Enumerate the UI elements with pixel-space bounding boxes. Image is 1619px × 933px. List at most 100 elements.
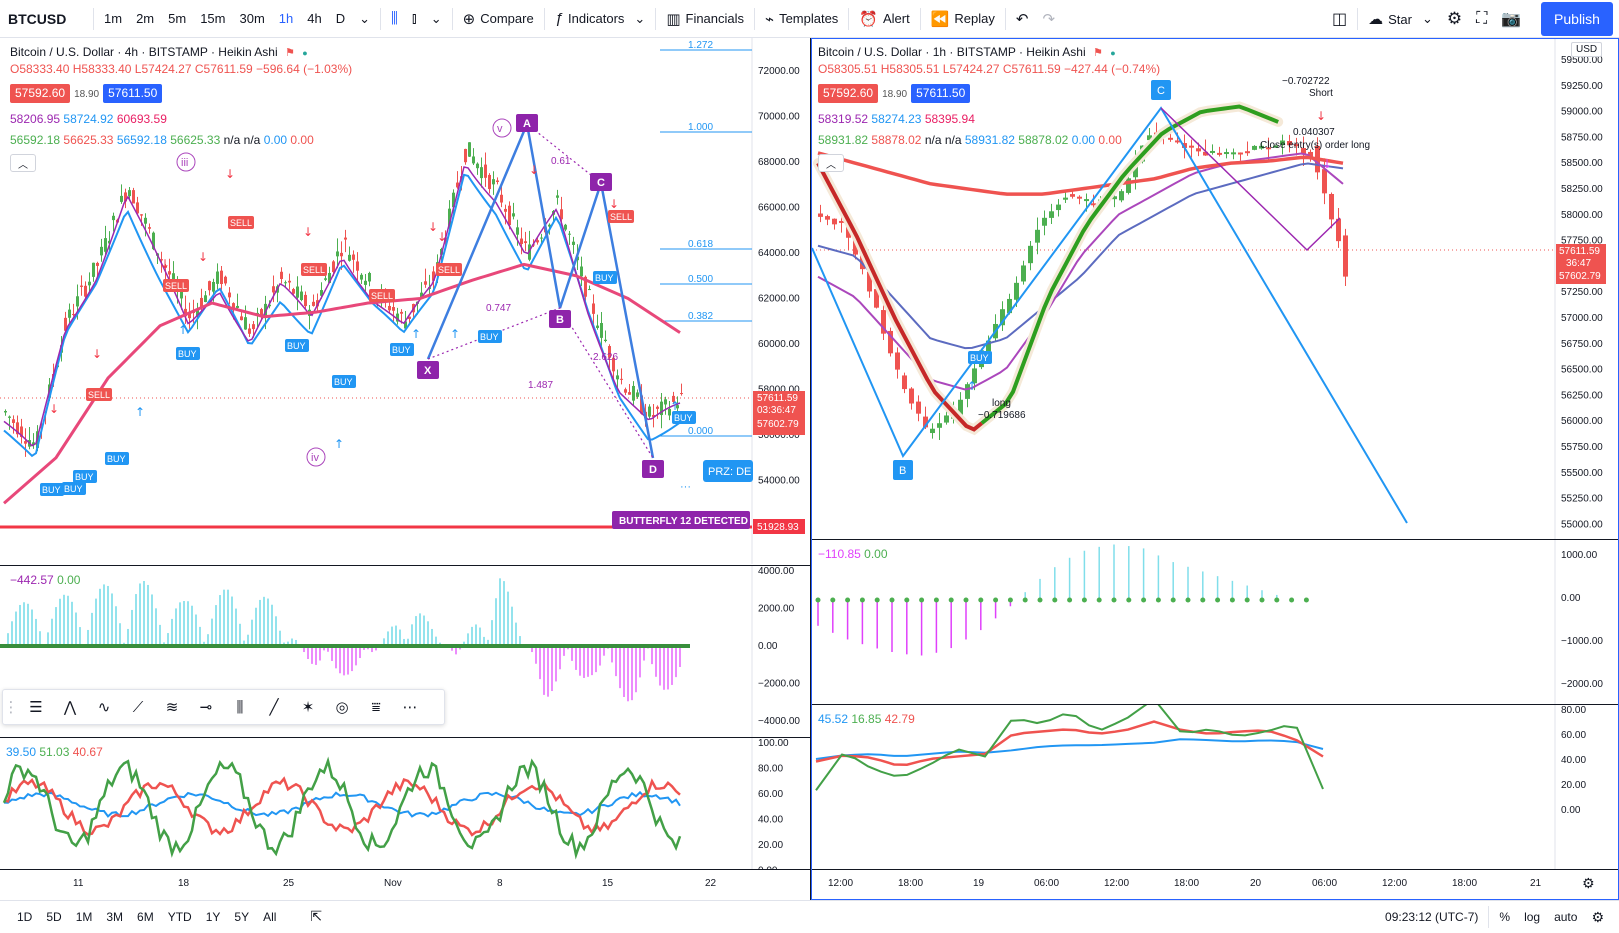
right-rsi-pane[interactable]: 80.00 60.00 40.00 20.00 0.00 — [812, 704, 1619, 869]
alarm-clock-icon: ⏰ — [859, 10, 878, 28]
range-icon[interactable]: ⫼ — [236, 698, 244, 716]
candle-body — [632, 385, 635, 401]
layout-divider[interactable] — [810, 38, 812, 900]
templates-button[interactable]: ⌁ Templates — [765, 10, 839, 28]
fib-retracement-icon[interactable]: ≋ — [165, 699, 179, 716]
interval-4h[interactable]: 4h — [307, 11, 322, 26]
percent-toggle[interactable]: % — [1499, 910, 1511, 924]
candle-body — [592, 303, 595, 314]
currency-selector[interactable]: USD — [1571, 42, 1603, 57]
xabcd-pattern-icon[interactable]: ✶ — [301, 699, 315, 716]
parallel-channel-icon[interactable]: ⩸ — [371, 698, 381, 716]
range-1D[interactable]: 1D — [17, 909, 33, 924]
pattern-point-marker — [549, 310, 571, 328]
redo-icon[interactable]: ↷ — [1042, 10, 1056, 28]
right-price-pane[interactable]: 59500.00 59250.00 59000.00 58750.00 58500.00… — [812, 38, 1619, 539]
price-tick: 55500.00 — [1561, 468, 1603, 479]
range-1M[interactable]: 1M — [75, 909, 93, 924]
interval-dropdown-chevron-icon[interactable]: ⌄ — [359, 10, 371, 26]
layout-icon[interactable]: ◫ — [1332, 11, 1348, 28]
osc-tick: −4000.00 — [758, 716, 800, 727]
trend-line-icon[interactable]: ⟋ — [132, 698, 144, 716]
price-tick: 56750.00 — [1561, 339, 1603, 350]
drag-handle-icon[interactable]: ⋮ — [3, 699, 19, 716]
ask-button[interactable]: 57611.50 — [103, 84, 163, 103]
line-tool-icon[interactable]: ╱ — [269, 699, 279, 716]
auto-toggle[interactable]: auto — [1554, 910, 1578, 924]
candle-body — [1063, 197, 1068, 200]
gear-icon[interactable]: ⚙ — [1591, 908, 1604, 925]
range-YTD[interactable]: YTD — [167, 909, 192, 924]
candle-body — [680, 393, 683, 395]
bottom-toolbar: 1D 5D 1M 3M 6M YTD 1Y 5Y All ⇱ 09:23:12 … — [0, 900, 1619, 932]
left-time-axis[interactable]: 11 18 25 Nov 8 15 22 — [0, 869, 810, 900]
symbol-search[interactable]: BTCUSD — [8, 10, 67, 27]
fib-spiral-icon[interactable]: ◎ — [335, 699, 349, 716]
interval-30m[interactable]: 30m — [239, 11, 265, 26]
sell-signal-label: SELL — [88, 390, 110, 400]
date-range-icon[interactable]: ⋯ — [402, 699, 418, 716]
ask-button[interactable]: 57611.50 — [911, 84, 971, 103]
interval-1m[interactable]: 1m — [104, 11, 123, 26]
pattern-point-label: C — [1157, 85, 1165, 97]
left-price-pane[interactable]: 72000.00 70000.00 68000.00 66000.00 64000.00… — [0, 38, 810, 564]
legend-collapse-button[interactable]: ︿ — [818, 154, 844, 172]
legend-collapse-button[interactable]: ︿ — [10, 154, 36, 172]
interval-5m[interactable]: 5m — [168, 11, 187, 26]
replay-button[interactable]: ⏪ Replay — [930, 10, 995, 28]
range-5D[interactable]: 5D — [46, 909, 62, 924]
interval-D[interactable]: D — [335, 11, 346, 26]
interval-2m[interactable]: 2m — [136, 11, 155, 26]
compare-button[interactable]: ⊕ Compare — [462, 10, 534, 28]
bar-style-icon[interactable]: ⫼ — [391, 10, 398, 27]
bid-button[interactable]: 57592.60 — [10, 84, 71, 103]
undo-icon[interactable]: ↶ — [1015, 10, 1029, 28]
candle-body — [588, 289, 591, 291]
right-time-axis[interactable]: 12:00 18:00 19 06:00 12:00 18:00 20 06:0… — [812, 869, 1619, 900]
gear-icon[interactable]: ⚙ — [1446, 9, 1463, 28]
range-5Y[interactable]: 5Y — [234, 909, 250, 924]
candle-body — [512, 213, 515, 217]
flag-icon: ⚑ — [1092, 47, 1103, 59]
range-6M[interactable]: 6M — [137, 909, 154, 924]
right-oscillator-pane[interactable]: 1000.00 0.00 −1000.00 −2000.00 — [812, 539, 1619, 704]
fullscreen-icon[interactable]: ⛶ — [1476, 10, 1488, 27]
candle-body — [604, 339, 607, 342]
support-price-tag — [753, 519, 805, 534]
ma-line-purple — [817, 152, 1344, 391]
candle-body — [1266, 147, 1271, 150]
log-toggle[interactable]: log — [1524, 910, 1541, 924]
chart-style-chevron-icon[interactable]: ⌄ — [430, 10, 442, 26]
rsi-line-green — [2, 756, 682, 860]
range-3M[interactable]: 3M — [106, 909, 124, 924]
financials-button[interactable]: ▥ Financials — [666, 10, 745, 28]
gear-icon[interactable]: ⚙ — [1582, 875, 1595, 891]
candle-style-icon[interactable]: ⫾ — [411, 10, 417, 27]
horizontal-lines-icon[interactable]: ☰ — [29, 699, 43, 716]
time-tick: 18:00 — [1452, 878, 1478, 889]
candle-body — [1238, 152, 1243, 155]
goto-date-icon[interactable]: ⇱ — [310, 908, 323, 924]
horizontal-ray-icon[interactable]: ⊸ — [199, 699, 213, 716]
elliott-wave-icon[interactable]: ∿ — [97, 699, 111, 716]
indicators-button[interactable]: ƒ Indicators ⌄ — [554, 10, 646, 27]
fib-level-label: 0.618 — [688, 239, 713, 250]
bid-button[interactable]: 57592.60 — [818, 84, 879, 103]
interval-15m[interactable]: 15m — [200, 11, 226, 26]
sell-signal-tag — [608, 210, 634, 223]
clock-time[interactable]: 09:23:12 (UTC-7) — [1385, 910, 1479, 924]
candle-body — [228, 292, 231, 298]
zero-dot — [815, 597, 821, 603]
abcd-pattern-icon[interactable]: ⋀ — [63, 699, 77, 716]
interval-1h[interactable]: 1h — [278, 11, 294, 26]
alert-button[interactable]: ⏰ Alert — [859, 10, 910, 28]
candle-body — [488, 174, 491, 190]
left-rsi-pane[interactable]: 100.00 80.00 60.00 40.00 20.00 0.00 — [0, 737, 810, 869]
star-layout-button[interactable]: ☁ Star ⌄ — [1368, 11, 1433, 28]
up-arrow-icon: ↑ — [135, 405, 145, 419]
range-1Y[interactable]: 1Y — [205, 909, 221, 924]
candle-body — [472, 156, 475, 164]
range-All[interactable]: All — [263, 909, 277, 924]
camera-icon[interactable]: 📷 — [1501, 11, 1522, 28]
publish-button[interactable]: Publish — [1541, 2, 1613, 36]
